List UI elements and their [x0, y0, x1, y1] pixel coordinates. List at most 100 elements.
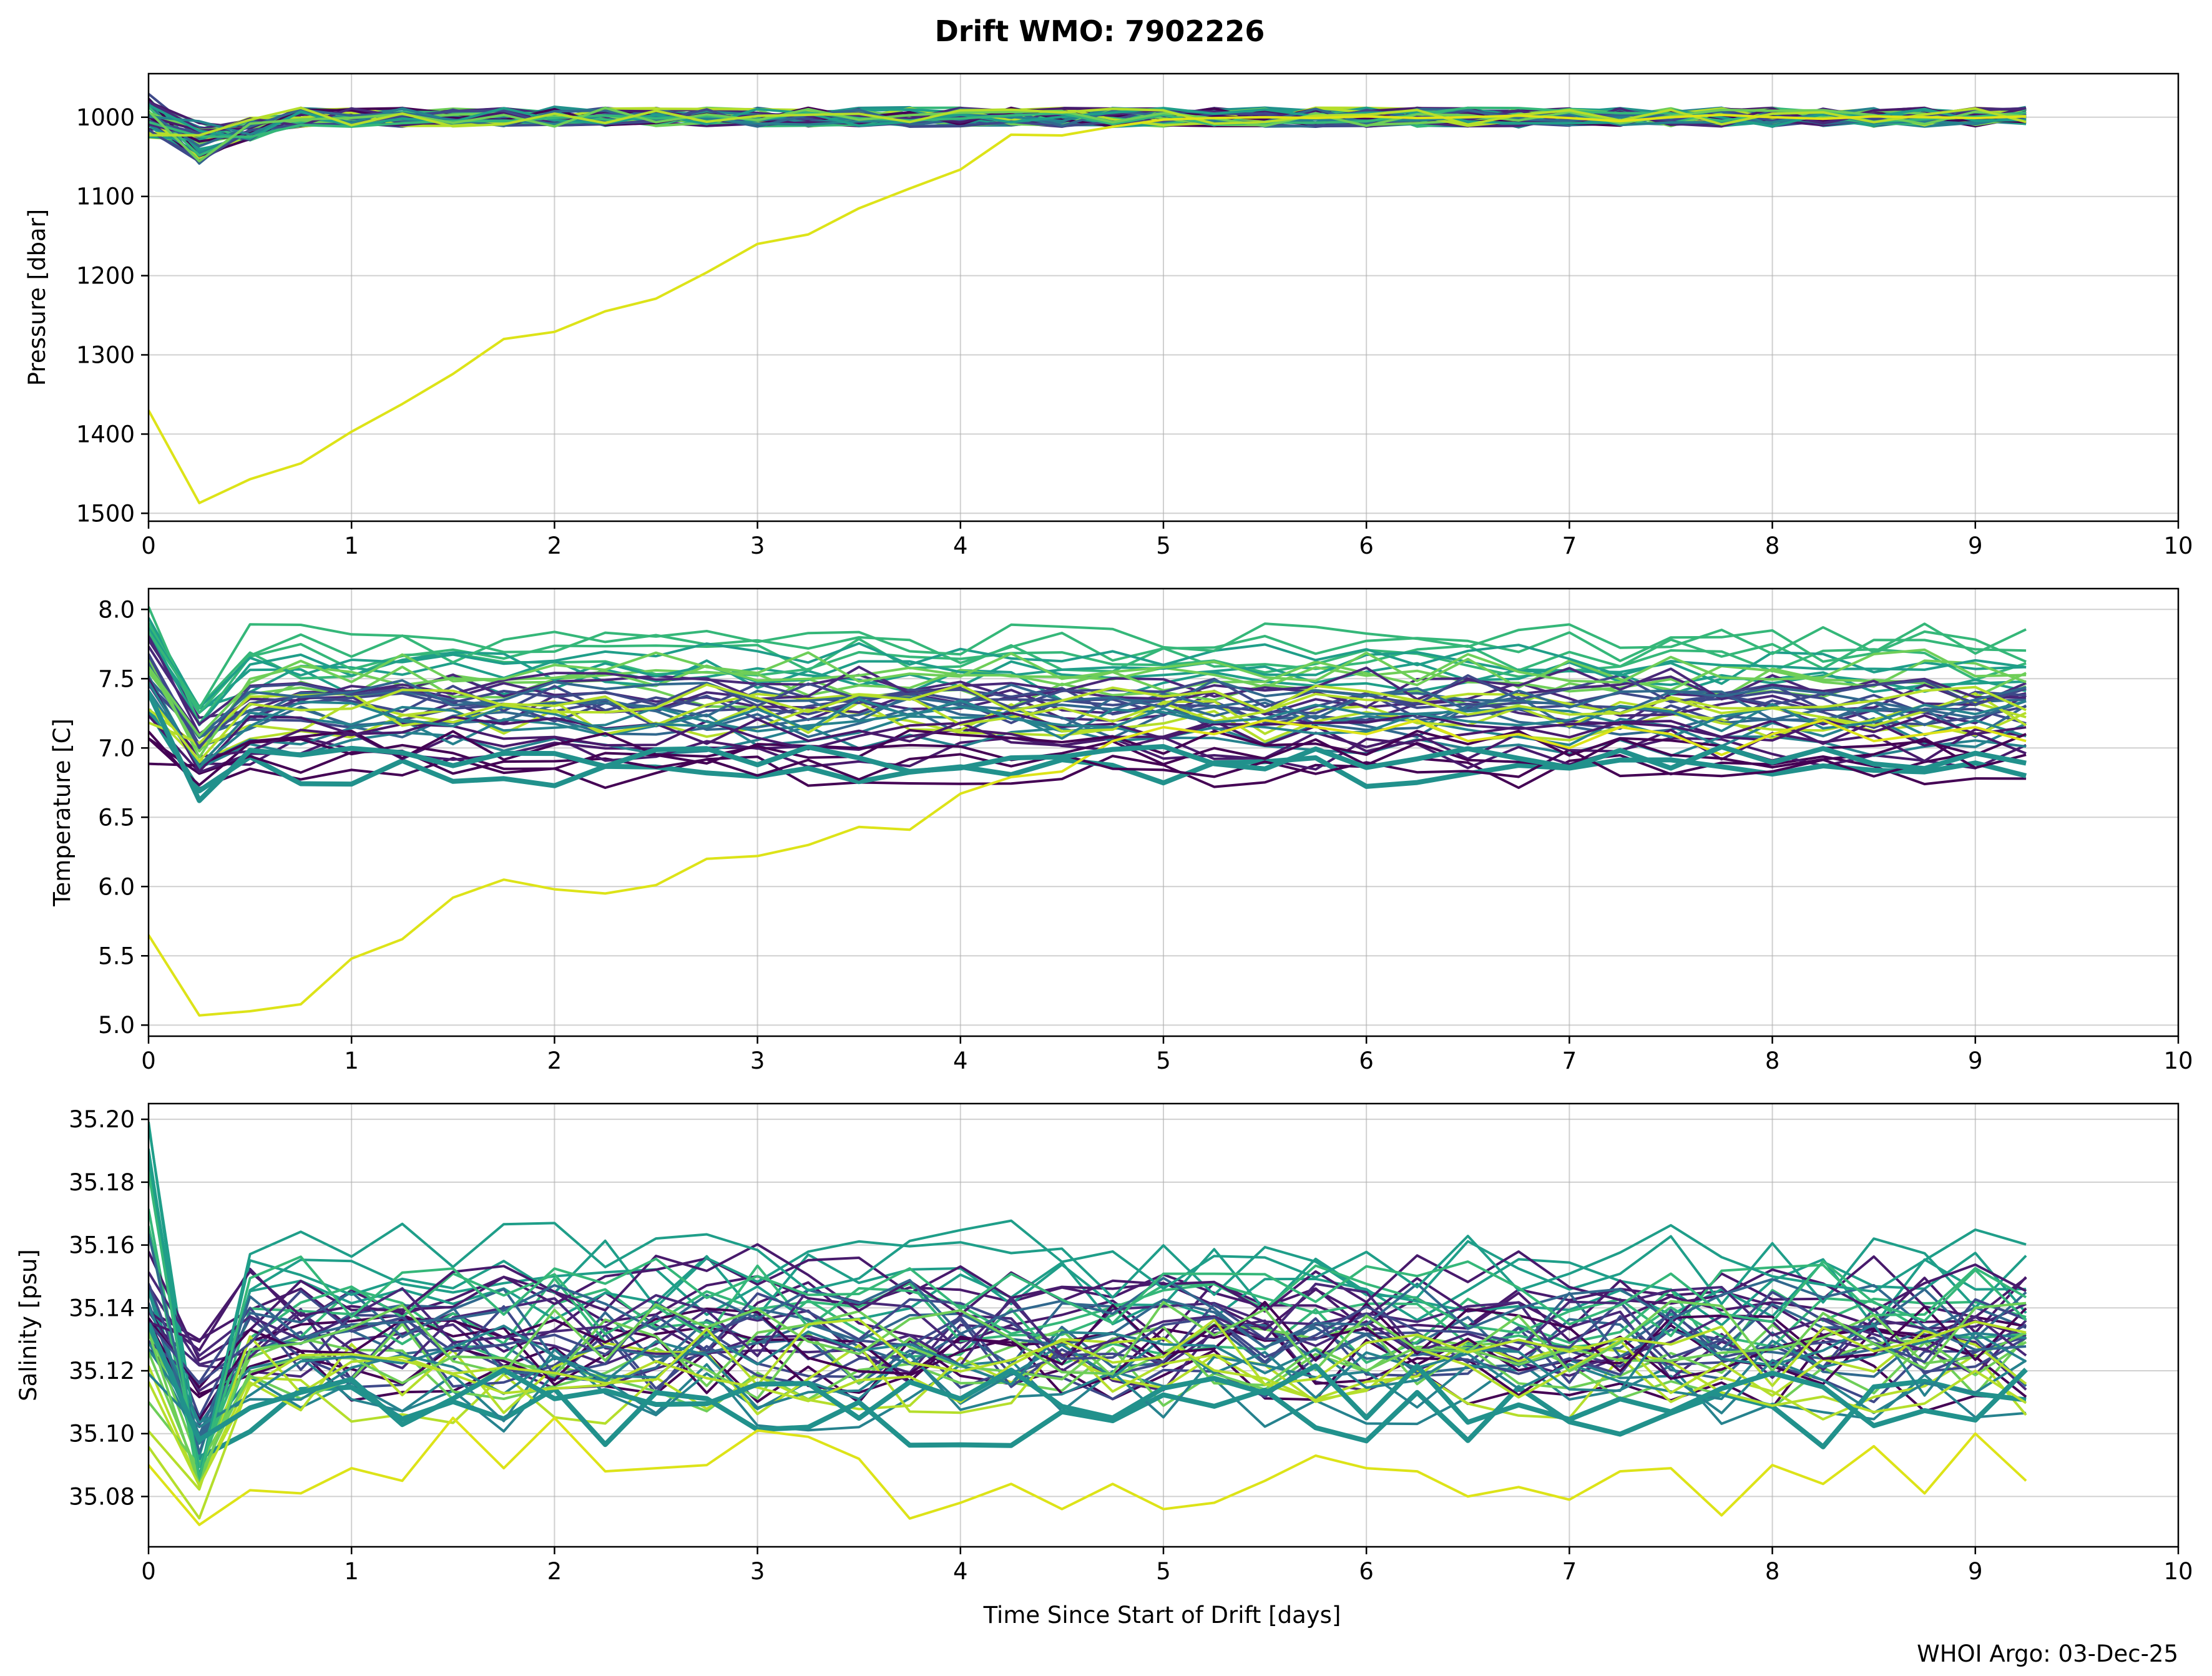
series-line [149, 1313, 2027, 1421]
x-tick-label: 3 [750, 532, 765, 559]
series-line [149, 1243, 2027, 1343]
series-line [149, 1272, 2027, 1358]
outlier-series-line [149, 1416, 2027, 1526]
series-line [149, 626, 2027, 714]
footer-credit: WHOI Argo: 03-Dec-25 [1917, 1640, 2178, 1667]
temperature-panel: 0 1 2 3 4 5 6 7 8 9 10 5.0 5.5 6.0 6.5 7.0 7.5 8.0 Tempera… [49, 587, 2193, 1074]
y-tick-label: 6.5 [98, 804, 135, 831]
series-line [149, 106, 2027, 137]
x-tick-label: 1 [344, 532, 359, 559]
x-tick-label: 7 [1562, 1558, 1577, 1585]
series-line [149, 630, 2027, 727]
y-tick-label: 35.14 [69, 1295, 135, 1321]
y-tick-label: 35.20 [69, 1106, 135, 1133]
x-tick-label: 10 [2163, 532, 2193, 559]
x-tick-label: 2 [547, 1047, 562, 1074]
series-line [149, 728, 2027, 767]
series-line [149, 1290, 2027, 1385]
x-tick-label: 4 [953, 1558, 968, 1585]
x-tick-label: 10 [2163, 1047, 2193, 1074]
series-lines [149, 1122, 2028, 1526]
x-tick-label: 7 [1562, 1047, 1577, 1074]
outlier-series-line [149, 114, 2027, 504]
y-tick-label: 1100 [76, 184, 135, 210]
x-tick-label: 0 [141, 532, 156, 559]
series-line [149, 1330, 2027, 1491]
series-line [149, 692, 2027, 745]
x-tick-label: 3 [750, 1558, 765, 1585]
x-tick-label: 6 [1359, 1047, 1374, 1074]
series-lines [149, 606, 2027, 1017]
series-line [149, 1318, 2027, 1487]
figure-title: Drift WMO: 7902226 [935, 14, 1265, 48]
x-tick-label: 6 [1359, 532, 1374, 559]
salinity-panel: 0 1 2 3 4 5 6 7 8 9 10 35.08 35.10 35.12 35.14 35.16 35.… [15, 1102, 2193, 1585]
x-tick-label: 4 [953, 532, 968, 559]
y-tick-label: 1500 [76, 500, 135, 527]
series-line [149, 665, 2027, 739]
y-tick-label: 35.08 [69, 1483, 135, 1510]
x-tick-label: 10 [2163, 1558, 2193, 1585]
y-tick-label: 7.5 [98, 665, 135, 692]
y-axis-label: Salinity [psu] [15, 1249, 42, 1401]
y-tick-label: 35.16 [69, 1232, 135, 1259]
pressure-panel: 0 1 2 3 4 5 6 7 8 9 10 1000 1100 1200 1300 1400 1500 Pres… [24, 72, 2193, 559]
y-tick-label: 35.18 [69, 1169, 135, 1196]
x-tick-label: 1 [344, 1558, 359, 1585]
series-line [149, 1149, 2027, 1479]
highlight-series-line [149, 691, 2027, 803]
series-lines [149, 92, 2027, 504]
series-line [149, 1341, 2027, 1445]
y-axis-label: Pressure [dbar] [24, 209, 51, 386]
x-tick-label: 0 [141, 1558, 156, 1585]
x-tick-label: 9 [1968, 1558, 1983, 1585]
y-tick-label: 5.0 [98, 1012, 135, 1039]
y-tick-label: 6.0 [98, 873, 135, 900]
series-line [149, 606, 2027, 725]
y-tick-label: 1300 [76, 342, 135, 369]
series-line [149, 1300, 2027, 1486]
series-line [149, 1348, 2027, 1424]
x-tick-label: 0 [141, 1047, 156, 1074]
series-line [149, 648, 2027, 737]
y-tick-label: 5.5 [98, 943, 135, 969]
x-tick-label: 7 [1562, 532, 1577, 559]
y-tick-label: 7.0 [98, 735, 135, 762]
series-line [149, 622, 2027, 710]
series-line [149, 683, 2027, 763]
series-line [149, 1301, 2027, 1384]
x-axis-label: Time Since Start of Drift [days] [983, 1602, 1341, 1629]
series-line [149, 737, 2027, 787]
series-line [149, 689, 2027, 767]
x-tick-label: 4 [953, 1047, 968, 1074]
x-tick-label: 8 [1765, 532, 1780, 559]
series-line [149, 737, 2027, 781]
series-line [149, 106, 2027, 163]
x-tick-label: 9 [1968, 532, 1983, 559]
series-line [149, 1301, 2027, 1389]
series-line [149, 1338, 2027, 1520]
x-tick-label: 6 [1359, 1558, 1374, 1585]
x-tick-label: 2 [547, 1558, 562, 1585]
x-tick-label: 1 [344, 1047, 359, 1074]
series-line [149, 1172, 2027, 1481]
y-tick-label: 1400 [76, 421, 135, 448]
y-tick-label: 35.10 [69, 1421, 135, 1448]
series-line [149, 1233, 2027, 1455]
x-tick-label: 9 [1968, 1047, 1983, 1074]
x-tick-label: 5 [1156, 1558, 1171, 1585]
series-line [149, 627, 2027, 710]
series-line [149, 1319, 2027, 1429]
series-line [149, 700, 2027, 748]
x-tick-label: 5 [1156, 1047, 1171, 1074]
y-axis-label: Temperature [C] [49, 718, 76, 907]
x-tick-label: 2 [547, 532, 562, 559]
x-tick-label: 8 [1765, 1047, 1780, 1074]
series-line [149, 1288, 2027, 1437]
series-line [149, 657, 2027, 759]
y-tick-label: 35.12 [69, 1358, 135, 1384]
y-tick-label: 1200 [76, 263, 135, 290]
series-line [149, 682, 2027, 768]
y-tick-label: 8.0 [98, 596, 135, 623]
